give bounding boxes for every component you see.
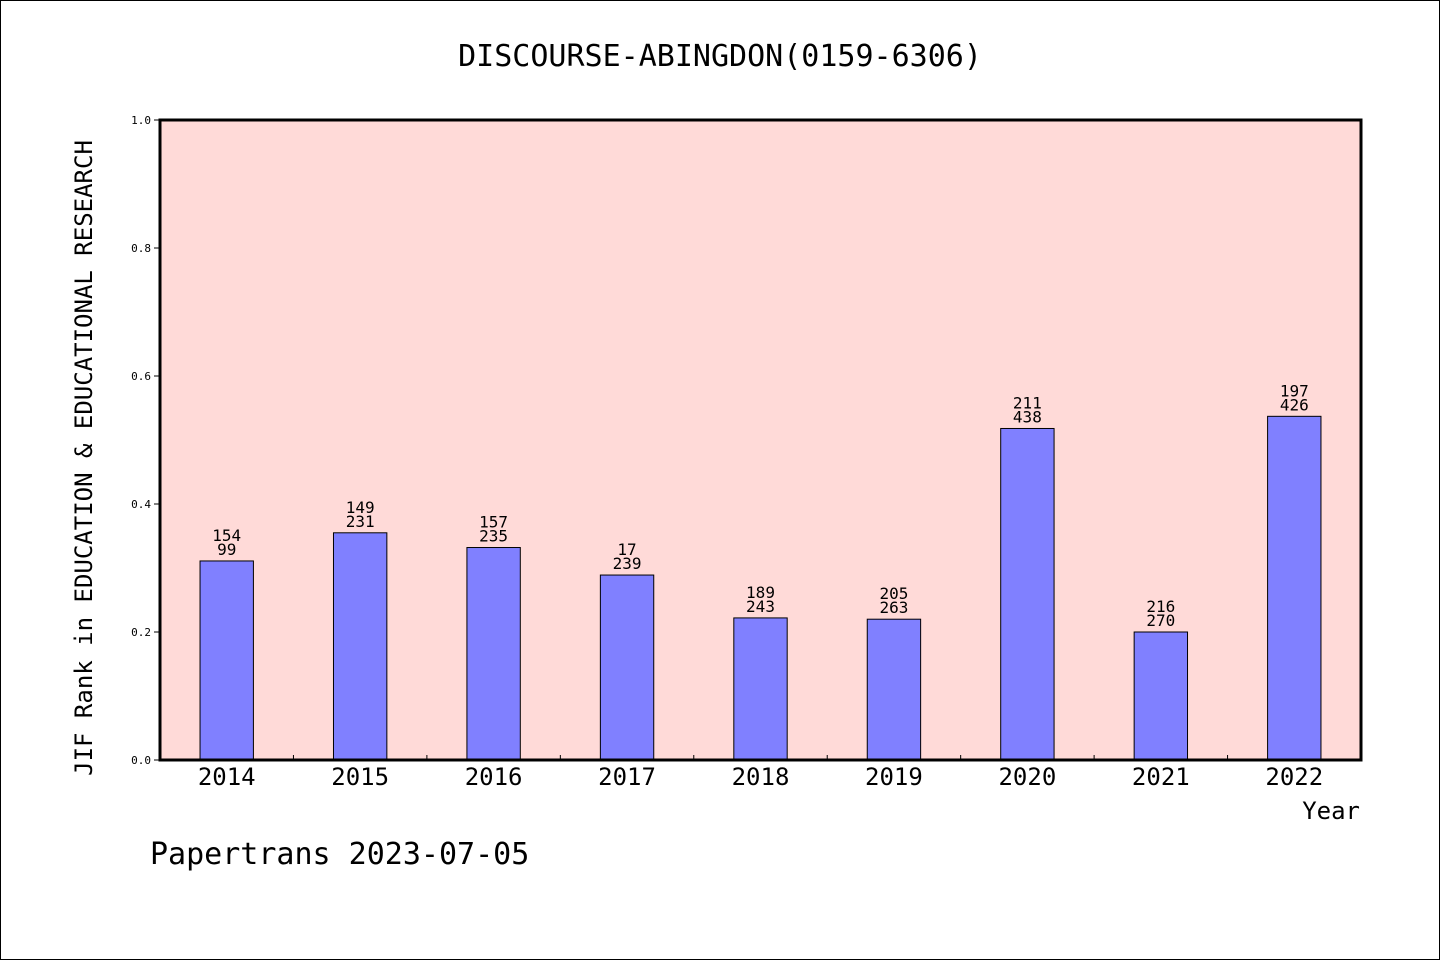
plot-border [158,118,1363,762]
bar-rank-label: 17 [617,540,636,559]
x-axis-label: Year [1302,797,1360,825]
bar-rank-label: 189 [746,583,775,602]
bar [733,617,788,761]
footer-credit: Papertrans 2023-07-05 [150,837,529,872]
bar-total-label: 270 [1146,611,1175,630]
x-tick-label: 2021 [1132,763,1190,791]
bar-rank-label: 216 [1146,597,1175,616]
y-axis-label: JIF Rank in EDUCATION & EDUCATIONAL RESE… [70,140,98,776]
bar-rank-label: 205 [879,584,908,603]
bar [1267,415,1322,761]
x-tick-label: 2022 [1265,763,1323,791]
bar-total-label: 426 [1280,395,1309,414]
y-tick-label: 0.2 [131,626,151,639]
bar [866,618,922,761]
bar-total-label: 438 [1013,407,1042,426]
bar [1000,427,1055,761]
x-tick-label: 2015 [331,763,389,791]
bar-rank-label: 211 [1013,393,1042,412]
y-tick-label: 0.0 [131,754,151,767]
bar-total-label: 243 [746,597,775,616]
x-tick-label: 2017 [598,763,656,791]
x-tick-label: 2018 [732,763,790,791]
bar [1133,631,1189,761]
chart-title: DISCOURSE-ABINGDON(0159-6306) [458,39,982,74]
bar-rank-label: 149 [346,498,375,517]
y-tick-label: 0.6 [131,370,151,383]
bar-total-label: 99 [217,540,236,559]
bar-total-label: 263 [879,598,908,617]
bar-rank-label: 197 [1280,381,1309,400]
x-tick-label: 2014 [198,763,256,791]
y-tick-label: 1.0 [131,114,151,127]
bar-total-label: 239 [613,554,642,573]
x-tick-label: 2016 [465,763,523,791]
bar-total-label: 231 [346,512,375,531]
bar-rank-label: 154 [212,526,241,545]
bar-total-label: 235 [479,527,508,546]
bar [466,547,521,761]
x-tick-label: 2019 [865,763,923,791]
bar-rank-label: 157 [479,513,508,532]
y-tick-label: 0.8 [131,242,151,255]
bar [599,574,655,761]
y-tick-label: 0.4 [131,498,151,511]
bar [332,532,388,761]
bar [199,560,254,761]
x-tick-label: 2020 [998,763,1056,791]
